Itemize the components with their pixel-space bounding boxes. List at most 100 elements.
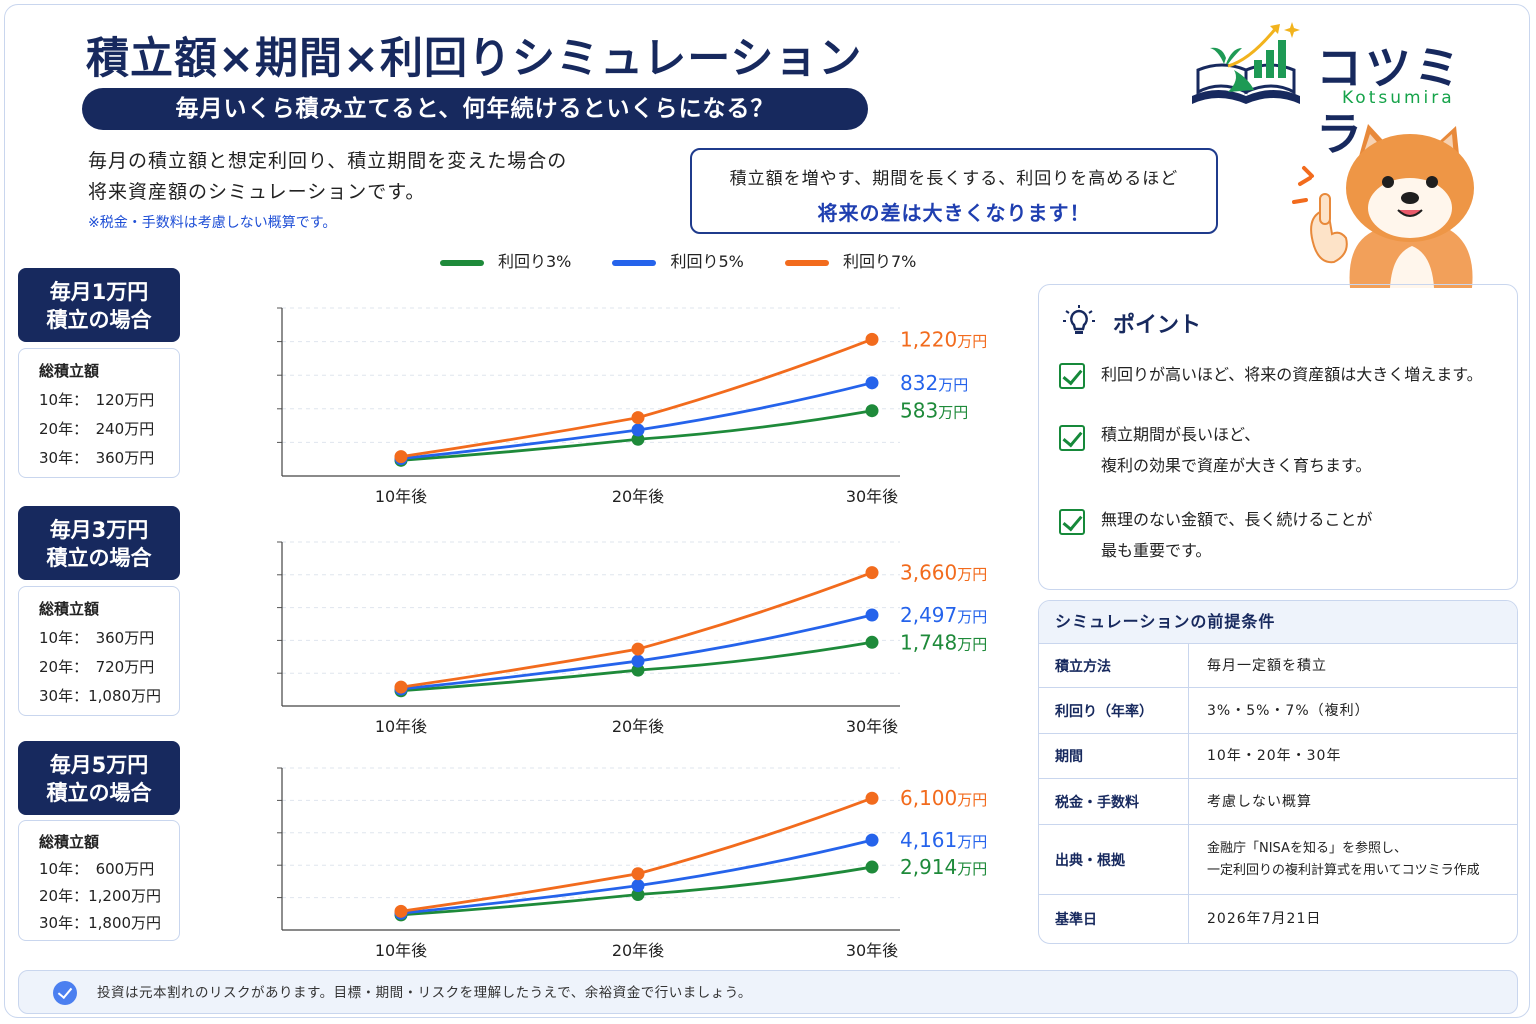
check-icon [1059, 363, 1085, 389]
legend-item-3pct: 利回り3% [440, 248, 571, 272]
total-row: 20年：1,200万円 [39, 887, 162, 905]
legend-label: 利回り7% [842, 252, 917, 271]
page-frame [4, 4, 1530, 1018]
legend-label: 利回り3% [498, 252, 572, 271]
total-row: 10年： 120万円 [39, 391, 155, 409]
total-row: 20年： 720万円 [39, 658, 155, 676]
end-value-unit: 万円 [957, 791, 987, 809]
data-point [394, 450, 408, 464]
brand-logo: コツミラ Kotsumira [1188, 20, 1498, 161]
end-value-label: 832万円 [900, 371, 968, 395]
disclaimer-note: ※税金・手数料は考慮しない概算です。 [88, 215, 337, 231]
assumption-value-line: 一定利回りの複利計算式を用いてコツミラ作成 [1207, 862, 1480, 878]
check-icon [1059, 425, 1085, 451]
end-value-label: 2,914万円 [900, 855, 987, 879]
assumptions-table: シミュレーションの前提条件 積立方法 毎月一定額を積立 利回り（年率） 3%・5… [1038, 600, 1518, 944]
data-point [865, 404, 879, 418]
data-point [394, 680, 408, 694]
end-value-unit: 万円 [957, 635, 987, 653]
point-item-1: 利回りが高いほど、将来の資産額は大きく増えます。 [1101, 359, 1483, 390]
x-tick-label: 10年後 [375, 717, 427, 736]
total-box-30k: 総積立額 10年： 360万円 20年： 720万円 30年：1,080万円 [18, 586, 180, 716]
brand-name: コツミラ [1316, 41, 1463, 161]
page-title: 積立額×期間×利回りシミュレーション [86, 34, 863, 84]
point-text: 積立期間が長いほど、 [1101, 425, 1261, 444]
data-point [631, 642, 645, 656]
data-point [631, 432, 645, 446]
assumption-key: 出典・根拠 [1039, 825, 1189, 894]
point-text: 最も重要です。 [1101, 541, 1212, 560]
shiba-dog-mascot-icon [1280, 122, 1480, 288]
section-badge-50k: 毎月5万円 積立の場合 [18, 741, 180, 815]
data-point [865, 635, 879, 649]
end-value-label: 3,660万円 [900, 561, 987, 585]
end-value-label: 1,220万円 [900, 327, 987, 351]
assumption-key: 積立方法 [1039, 644, 1189, 687]
data-point [631, 867, 645, 881]
legend-item-5pct: 利回り5% [612, 248, 744, 272]
lightbulb-icon [1063, 305, 1095, 334]
book-sprout-chart-icon [1192, 22, 1300, 104]
legend-item-7pct: 利回り7% [784, 248, 917, 272]
assumption-key: 期間 [1039, 734, 1189, 778]
data-point [865, 608, 879, 622]
total-row: 20年： 240万円 [39, 420, 155, 438]
end-value-label: 1,748万円 [900, 630, 987, 654]
data-point [865, 833, 879, 847]
badge-line-1: 毎月5万円 [49, 753, 149, 777]
brand-romaji: Kotsumira [1342, 88, 1455, 108]
point-item-2: 積立期間が長いほど、 複利の効果で資産が大きく育ちます。 [1101, 419, 1371, 481]
data-point [394, 904, 408, 918]
risk-footer: 投資は元本割れのリスクがあります。目標・期間・リスクを理解したうえで、余裕資金で… [18, 970, 1518, 1014]
total-label: 総積立額 [39, 833, 100, 851]
section-badge-10k: 毎月1万円 積立の場合 [18, 268, 180, 342]
data-point [631, 654, 645, 668]
assumption-value: 2026年7月21日 [1207, 911, 1322, 927]
data-point [865, 566, 879, 580]
assumption-key: 税金・手数料 [1039, 779, 1189, 824]
assumption-value: 毎月一定額を積立 [1207, 657, 1327, 674]
total-row: 30年：1,800万円 [39, 914, 162, 932]
data-point [631, 888, 645, 902]
x-tick-label: 30年後 [846, 941, 898, 960]
assumption-key: 基準日 [1039, 895, 1189, 943]
assumption-value: 金融庁「NISAを知る」を参照し、 一定利回りの複利計算式を用いてコツミラ作成 [1189, 825, 1517, 894]
assumption-row: 基準日 2026年7月21日 [1039, 895, 1517, 943]
x-tick-label: 20年後 [612, 717, 664, 736]
section-badge-30k: 毎月3万円 積立の場合 [18, 506, 180, 580]
data-point [631, 411, 645, 425]
points-title: ポイント [1113, 313, 1202, 338]
point-text: 無理のない金額で、長く続けることが [1101, 510, 1373, 529]
data-point [631, 879, 645, 893]
callout-line-2: 将来の差は大きくなります！ [817, 201, 1091, 225]
data-point [865, 376, 879, 390]
footer-text: 投資は元本割れのリスクがあります。目標・期間・リスクを理解したうえで、余裕資金で… [97, 985, 752, 1001]
callout-box: 積立額を増やす、期間を長くする、利回りを高めるほど 将来の差は大きくなります！ [690, 148, 1218, 234]
assumption-row: 出典・根拠 金融庁「NISAを知る」を参照し、 一定利回りの複利計算式を用いてコ… [1039, 825, 1517, 895]
end-value-label: 2,497万円 [900, 603, 987, 627]
description-line-1: 毎月の積立額と想定利回り、積立期間を変えた場合の [88, 150, 568, 172]
end-value-label: 6,100万円 [900, 786, 987, 810]
legend-swatch [784, 259, 829, 266]
x-tick-label: 10年後 [375, 941, 427, 960]
description-line-2: 将来資産額のシミュレーションです。 [88, 181, 426, 203]
point-text: 利回りが高いほど、将来の資産額は大きく増えます。 [1101, 365, 1483, 384]
legend-swatch [612, 259, 657, 266]
data-point [865, 791, 879, 805]
points-panel: ポイント 利回りが高いほど、将来の資産額は大きく増えます。 積立期間が長いほど、… [1038, 284, 1518, 590]
assumption-row: 税金・手数料 考慮しない概算 [1039, 779, 1517, 825]
end-value-unit: 万円 [957, 332, 987, 350]
assumption-value: 10年・20年・30年 [1207, 748, 1342, 764]
callout-line-1: 積立額を増やす、期間を長くする、利回りを高めるほど [729, 169, 1179, 189]
line-chart-30k: 10年後 20年後 30年後 3,660万円 2,497万円 1,748万円 [277, 541, 987, 736]
end-value-unit: 万円 [938, 404, 968, 422]
total-row: 30年：1,080万円 [39, 687, 162, 705]
assumption-row: 利回り（年率） 3%・5%・7%（複利） [1039, 688, 1517, 734]
x-tick-label: 30年後 [846, 487, 898, 506]
x-tick-label: 20年後 [612, 941, 664, 960]
badge-line-2: 積立の場合 [46, 546, 152, 570]
end-value-unit: 万円 [957, 566, 987, 584]
end-value-unit: 万円 [938, 376, 968, 394]
x-tick-label: 20年後 [612, 487, 664, 506]
legend-label: 利回り5% [670, 252, 744, 271]
